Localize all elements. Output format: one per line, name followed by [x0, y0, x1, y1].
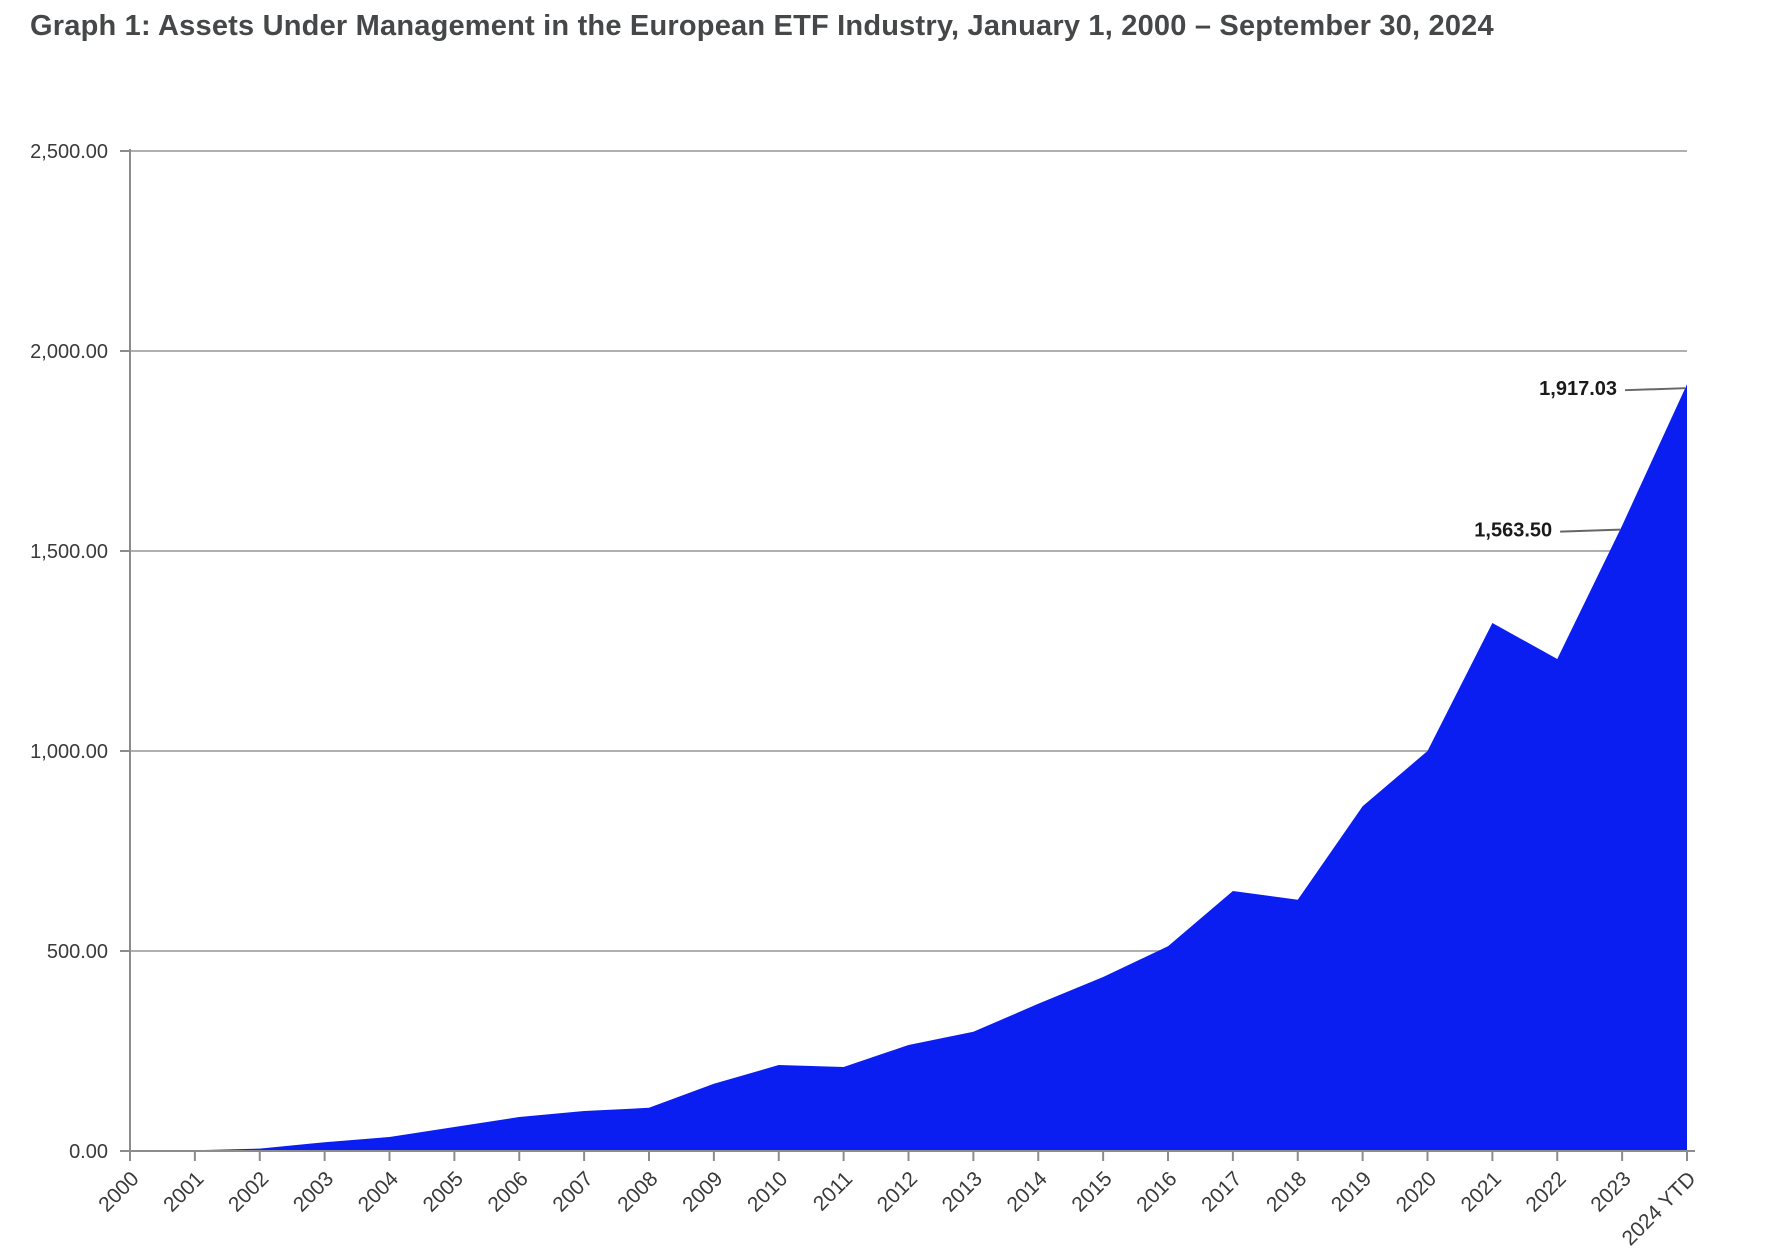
- y-tick-label: 2,500.00: [30, 141, 108, 163]
- chart-title: Graph 1: Assets Under Management in the …: [30, 10, 1494, 42]
- x-tick-label: 2012: [873, 1167, 922, 1216]
- x-tick-label: 2000: [94, 1167, 143, 1216]
- area-series-aum: [130, 384, 1687, 1151]
- x-tick-label: 2018: [1262, 1167, 1311, 1216]
- x-tick-label: 2001: [159, 1167, 208, 1216]
- x-tick-label: 2014: [1002, 1167, 1052, 1217]
- x-tick-label: 2003: [289, 1167, 338, 1216]
- annotation-leader-line: [1624, 387, 1686, 392]
- x-tick-label: 2007: [548, 1167, 597, 1216]
- annotation-label: 1,563.50: [1474, 520, 1552, 542]
- x-tick-label: 2004: [354, 1167, 404, 1217]
- x-tick-label: 2019: [1327, 1167, 1376, 1216]
- x-tick-label: 2002: [224, 1167, 273, 1216]
- x-tick-label: 2021: [1457, 1167, 1506, 1216]
- annotation-leader-line: [1560, 528, 1621, 533]
- y-tick-label: 1,500.00: [30, 541, 108, 563]
- x-tick-label: 2006: [483, 1167, 532, 1216]
- y-tick-label: 1,000.00: [30, 741, 108, 763]
- x-tick-label: 2020: [1392, 1167, 1441, 1216]
- x-tick-label: 2010: [743, 1167, 792, 1216]
- x-tick-label: 2009: [678, 1167, 727, 1216]
- y-tick-label: 2,000.00: [30, 341, 108, 363]
- y-tick-label: 500.00: [47, 941, 108, 963]
- x-tick-label: 2022: [1521, 1167, 1570, 1216]
- x-tick-label: 2023: [1586, 1167, 1635, 1216]
- y-tick-label: 0.00: [69, 1141, 108, 1163]
- x-tick-label: 2005: [419, 1167, 468, 1216]
- x-tick-label: 2017: [1197, 1167, 1246, 1216]
- x-tick-label: 2011: [809, 1167, 857, 1215]
- annotation-label: 1,917.03: [1539, 378, 1617, 400]
- x-tick-label: 2016: [1132, 1167, 1181, 1216]
- x-tick-label: 2015: [1067, 1167, 1116, 1216]
- x-tick-label: 2013: [938, 1167, 987, 1216]
- x-tick-label: 2008: [613, 1167, 662, 1216]
